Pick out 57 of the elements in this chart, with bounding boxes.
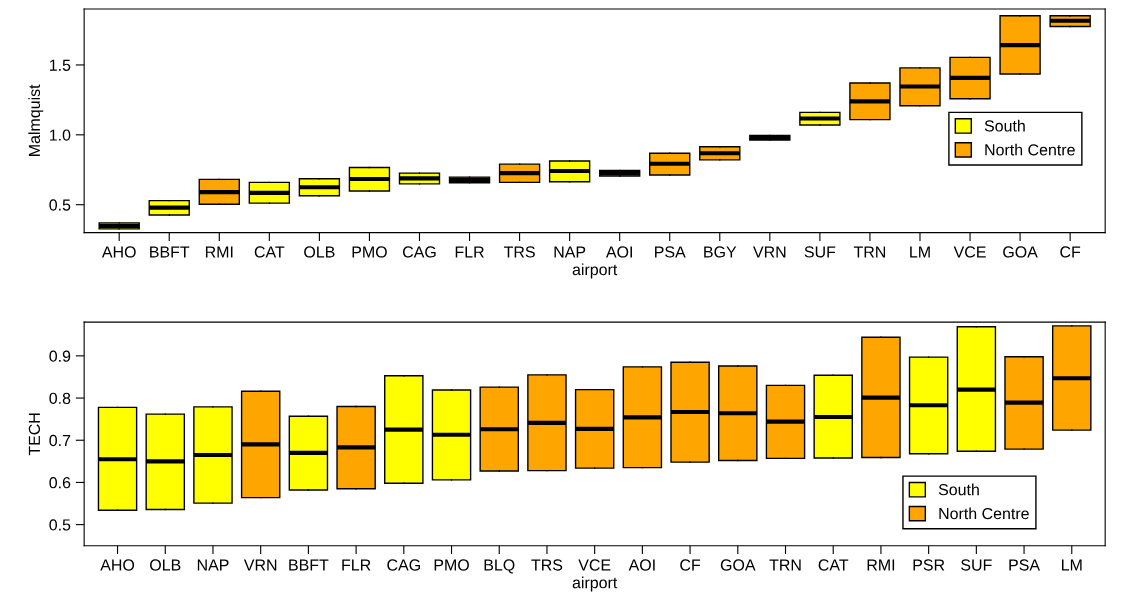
y-tick-label: 0.7 xyxy=(49,434,71,447)
x-tick-label: TRS xyxy=(531,559,563,571)
x-tick-label: AOI xyxy=(628,559,655,571)
x-axis-title: airport xyxy=(572,576,618,592)
x-tick-label: CF xyxy=(1060,246,1081,258)
x-tick-label: TRN xyxy=(769,559,801,571)
legend-label: North Centre xyxy=(985,143,1075,156)
y-tick-label: 0.5 xyxy=(49,519,71,531)
x-tick-label: GOA xyxy=(1003,246,1038,258)
y-tick-label: 0.8 xyxy=(49,392,71,404)
y-tick-label: 0.6 xyxy=(49,477,71,489)
x-tick-label: CAG xyxy=(387,559,420,571)
x-tick-label: VCE xyxy=(953,246,986,258)
x-tick-label: TRS xyxy=(503,246,535,258)
y-tick-label: 1.5 xyxy=(49,59,71,71)
x-tick-label: FLR xyxy=(455,246,484,258)
y-tick-label: 0.5 xyxy=(49,199,71,211)
x-tick-label: BBFT xyxy=(289,559,329,571)
x-tick-label: VRN xyxy=(753,246,786,258)
y-axis-title: TECH xyxy=(28,413,41,456)
x-tick-label: LM xyxy=(1061,559,1082,571)
y-axis-title: Malmquist xyxy=(28,84,44,156)
x-tick-label: BBFT xyxy=(150,246,190,258)
x-tick-label: CAT xyxy=(254,246,285,258)
legend-label: South xyxy=(938,483,979,496)
x-tick-label: CF xyxy=(680,559,701,571)
x-tick-label: SUF xyxy=(961,559,992,571)
x-tick-label: PMO xyxy=(352,246,387,258)
x-tick-label: VRN xyxy=(243,559,277,571)
x-tick-label: PSR xyxy=(913,559,945,571)
x-tick-label: RMI xyxy=(867,559,895,571)
x-tick-label: AHO xyxy=(101,246,136,258)
x-tick-label: NAP xyxy=(554,246,586,258)
x-tick-label: SUF xyxy=(804,246,836,258)
legend-label: South xyxy=(984,119,1025,132)
x-tick-label: LM xyxy=(910,246,930,258)
x-tick-label: PSA xyxy=(655,246,686,258)
x-tick-label: CAG xyxy=(402,246,436,258)
x-tick-label: AOI xyxy=(605,246,632,258)
x-tick-label: TRN xyxy=(853,246,886,258)
x-tick-label: CAT xyxy=(818,559,849,571)
x-tick-label: BLQ xyxy=(484,559,515,574)
x-tick-label: RMI xyxy=(205,246,233,258)
x-tick-label: PMO xyxy=(434,559,469,571)
x-tick-label: GOA xyxy=(720,559,756,571)
y-tick-label: 0.9 xyxy=(49,350,71,362)
x-tick-label: FLR xyxy=(342,559,371,571)
x-tick-label: OLB xyxy=(150,559,181,571)
x-axis-title: airport xyxy=(572,263,618,279)
x-tick-label: VCE xyxy=(578,559,611,571)
x-tick-label: BGY xyxy=(704,246,737,258)
x-tick-label: PSA xyxy=(1009,559,1041,571)
legend-label: North Centre xyxy=(939,507,1029,520)
y-tick-label: 1.0 xyxy=(49,129,71,141)
x-tick-label: NAP xyxy=(197,559,229,571)
x-tick-label: AHO xyxy=(100,559,135,571)
x-tick-label: OLB xyxy=(304,246,335,258)
